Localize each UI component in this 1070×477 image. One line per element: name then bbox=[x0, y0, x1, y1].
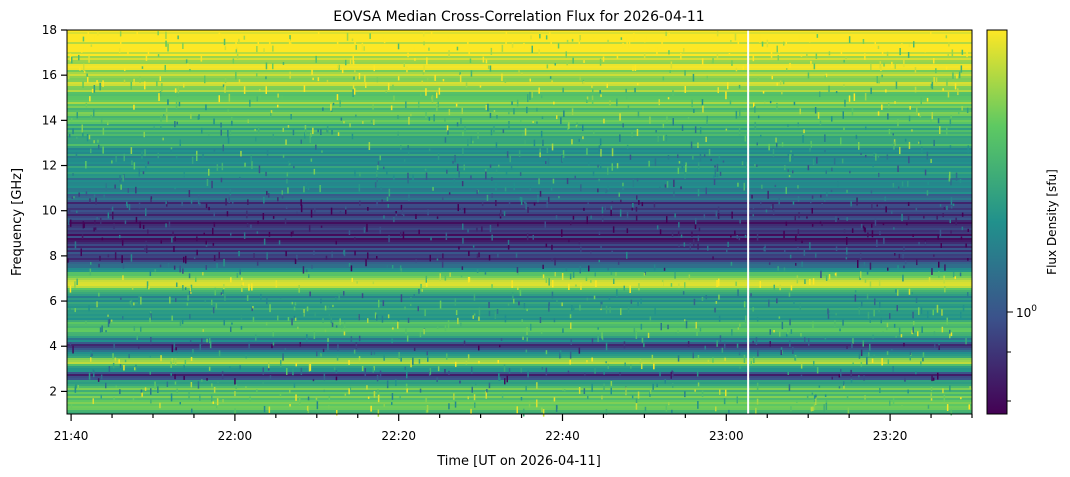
y-tick-label: 16 bbox=[42, 68, 57, 82]
heatmap-image bbox=[67, 30, 972, 417]
x-tick-label: 21:40 bbox=[54, 429, 89, 443]
y-tick-label: 18 bbox=[42, 23, 57, 37]
y-tick-label: 8 bbox=[49, 249, 57, 263]
x-tick-label: 22:40 bbox=[545, 429, 580, 443]
plot-frame bbox=[66, 29, 973, 415]
x-axis-label: Time [UT on 2026-04-11] bbox=[436, 454, 601, 469]
x-tick-label: 22:20 bbox=[381, 429, 416, 443]
y-tick-label: 10 bbox=[42, 204, 57, 218]
x-axis-ticks: 21:40 22:00 22:20 22:40 23:00 23:20 bbox=[54, 414, 973, 443]
y-tick-label: 2 bbox=[49, 384, 57, 398]
data-gap-line bbox=[747, 30, 750, 414]
chart-title: EOVSA Median Cross-Correlation Flux for … bbox=[333, 9, 704, 25]
heatmap-frequency-bands bbox=[67, 30, 972, 414]
colorbar-label: Flux Density [sfu] bbox=[1045, 169, 1059, 275]
y-tick-label: 14 bbox=[42, 113, 57, 127]
y-tick-label: 4 bbox=[49, 339, 57, 353]
x-tick-label: 23:00 bbox=[709, 429, 744, 443]
y-tick-label: 6 bbox=[49, 294, 57, 308]
colorbar-tick-label: 100 bbox=[1016, 304, 1037, 320]
colorbar: 100 Flux Density [sfu] bbox=[986, 29, 1059, 415]
y-axis-ticks: 2 4 6 8 10 12 14 16 18 bbox=[42, 23, 67, 398]
x-tick-label: 23:20 bbox=[873, 429, 908, 443]
y-axis-label: Frequency [GHz] bbox=[10, 168, 25, 276]
x-tick-label: 22:00 bbox=[218, 429, 253, 443]
y-tick-label: 12 bbox=[42, 159, 57, 173]
heatmap-texture bbox=[67, 30, 971, 417]
colorbar-gradient bbox=[986, 29, 1008, 415]
